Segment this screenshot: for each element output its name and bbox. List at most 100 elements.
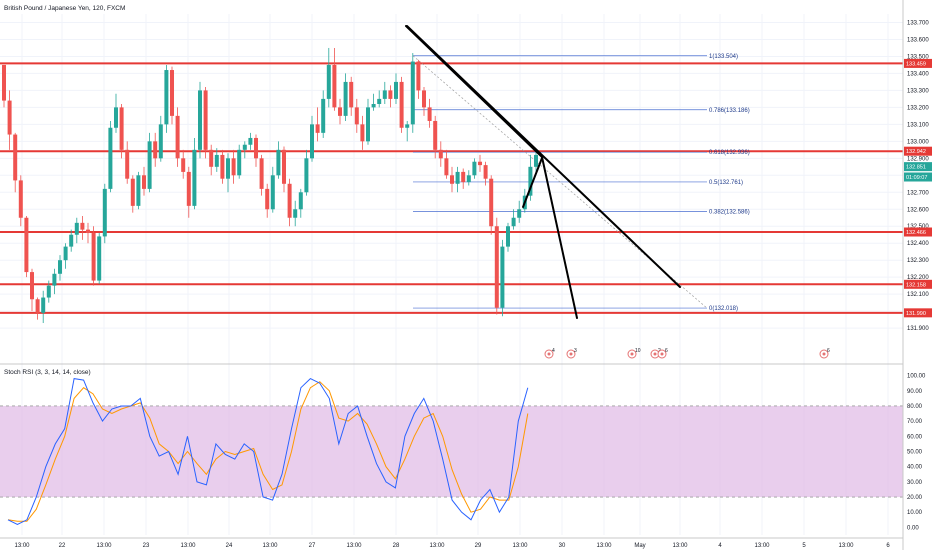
time-tick-label: 13:00 bbox=[512, 543, 528, 549]
candle-body bbox=[97, 236, 102, 281]
price-label-box bbox=[904, 162, 932, 172]
candle-body bbox=[405, 124, 410, 128]
candle-body bbox=[321, 98, 326, 133]
time-tick-label: 5 bbox=[802, 543, 806, 549]
candle-body bbox=[35, 299, 40, 313]
candle-body bbox=[102, 188, 107, 237]
candle-body bbox=[438, 149, 443, 159]
price-label-text: 131.990 bbox=[906, 311, 926, 317]
candle-body bbox=[63, 246, 68, 261]
price-label-text: 132.851 bbox=[906, 165, 926, 171]
time-tick-label: 13:00 bbox=[429, 543, 445, 549]
price-axis-background bbox=[903, 0, 932, 550]
price-tick-label: 132.200 bbox=[907, 275, 929, 281]
stoch-band bbox=[0, 405, 903, 498]
stoch-tick-label: 70.00 bbox=[907, 419, 923, 425]
time-tick-label: May bbox=[634, 543, 645, 549]
price-tick-label: 133.300 bbox=[907, 88, 929, 94]
stoch-tick-label: 0.00 bbox=[907, 525, 919, 531]
candles bbox=[2, 47, 538, 324]
time-tick-label: 13:00 bbox=[14, 543, 30, 549]
candle-body bbox=[2, 64, 6, 101]
candle-body bbox=[209, 149, 214, 167]
event-markers[interactable]: 4310266 bbox=[544, 348, 830, 359]
candle-body bbox=[24, 217, 29, 273]
price-label-text: 132.942 bbox=[906, 149, 926, 155]
stoch-tick-label: 30.00 bbox=[907, 480, 923, 486]
trendline bbox=[541, 156, 578, 319]
price-axis[interactable]: 133.700 133.600 133.500 133.400 133.300 133.2… bbox=[902, 0, 932, 550]
price-tick-label: 132.100 bbox=[907, 292, 929, 298]
time-tick-label: 13:00 bbox=[838, 543, 854, 549]
time-axis[interactable]: 13:00 22 13:00 23 13:00 24 13:00 27 13:00 28 13:00… bbox=[0, 537, 903, 549]
candle-body bbox=[422, 90, 426, 108]
fib-level-label: 0(132.018) bbox=[709, 306, 738, 312]
fibonacci-retracement[interactable]: 1(133.504) 0.786(133.186) 0.618(132.936) 0.… bbox=[412, 54, 750, 312]
candle-body bbox=[354, 107, 359, 125]
candle-body bbox=[181, 158, 186, 172]
stoch-axis[interactable]: 100.00 90.00 80.00 70.00 60.00 50.00 40.00 30.0… bbox=[907, 374, 926, 532]
candle-body bbox=[332, 64, 337, 108]
candle-body bbox=[158, 124, 163, 159]
candle-body bbox=[52, 273, 57, 286]
fib-diagonal bbox=[412, 55, 708, 309]
price-label-box bbox=[904, 279, 932, 289]
candle-body bbox=[125, 149, 130, 179]
price-tick-label: 133.400 bbox=[907, 71, 929, 77]
candle-body bbox=[74, 222, 79, 235]
candle-body bbox=[226, 158, 230, 179]
stoch-rsi-lines bbox=[7, 377, 529, 525]
price-tick-label: 133.600 bbox=[907, 37, 929, 43]
candle-body bbox=[511, 217, 516, 227]
candle-body bbox=[466, 175, 471, 183]
candle-body bbox=[170, 70, 174, 116]
stoch-tick-label: 50.00 bbox=[907, 450, 923, 456]
candle-body bbox=[69, 234, 74, 247]
stoch-tick-label: 100.00 bbox=[907, 374, 926, 380]
stoch-tick-label: 80.00 bbox=[907, 404, 923, 410]
price-tick-label: 133.500 bbox=[907, 54, 929, 60]
fib-level-label: 0.5(132.761) bbox=[709, 180, 743, 186]
candle-body bbox=[293, 209, 298, 218]
candle-body bbox=[142, 175, 146, 189]
candle-body bbox=[186, 171, 191, 206]
event-marker-count: 6 bbox=[665, 348, 668, 354]
candle-body bbox=[164, 70, 169, 125]
event-marker-dot bbox=[653, 352, 657, 356]
candle-body bbox=[231, 158, 236, 176]
candle-body bbox=[338, 107, 342, 116]
candle-body bbox=[86, 229, 90, 234]
stoch-tick-label: 10.00 bbox=[907, 510, 923, 516]
time-tick-label: 4 bbox=[718, 543, 722, 549]
candle-body bbox=[58, 260, 62, 274]
stoch-band-fill bbox=[0, 405, 903, 498]
candle-body bbox=[175, 115, 180, 159]
time-tick-label: 22 bbox=[59, 543, 66, 549]
price-tick-label: 132.500 bbox=[907, 224, 929, 230]
candle-body bbox=[298, 192, 303, 210]
candle-body bbox=[444, 158, 449, 176]
stoch-tick-label: 40.00 bbox=[907, 465, 923, 471]
stoch-tick-label: 20.00 bbox=[907, 495, 923, 501]
event-marker-dot bbox=[569, 352, 573, 356]
candle-body bbox=[259, 158, 264, 189]
time-tick-label: 27 bbox=[309, 543, 316, 549]
candle-body bbox=[242, 144, 247, 150]
event-marker-count: 4 bbox=[552, 348, 555, 354]
candle-body bbox=[46, 285, 51, 298]
candle-body bbox=[18, 180, 23, 218]
time-tick-label: 28 bbox=[393, 543, 400, 549]
event-marker-count: 10 bbox=[635, 348, 641, 354]
stoch-tick-label: 60.00 bbox=[907, 434, 923, 440]
candle-body bbox=[265, 188, 270, 210]
price-tick-label: 133.100 bbox=[907, 122, 929, 128]
stoch-k-line bbox=[7, 377, 529, 525]
event-marker-dot bbox=[660, 352, 664, 356]
price-label-text: 132.158 bbox=[906, 282, 926, 288]
trendlines[interactable] bbox=[405, 25, 681, 319]
candle-body bbox=[450, 175, 454, 184]
candle-body bbox=[388, 90, 393, 99]
fib-level-label: 0.786(133.186) bbox=[709, 108, 750, 114]
candle-body bbox=[416, 61, 421, 91]
